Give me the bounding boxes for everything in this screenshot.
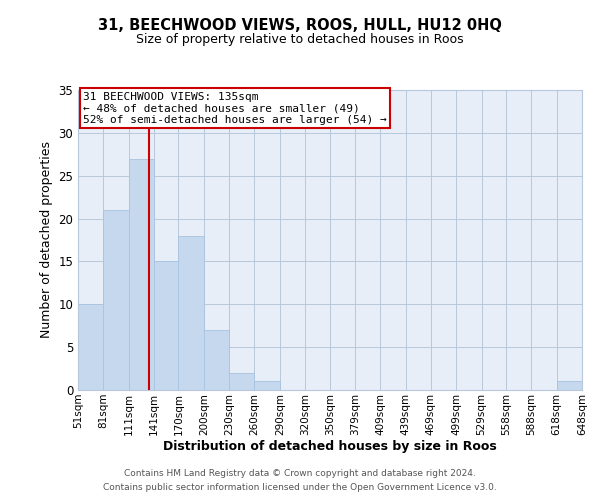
Text: Contains public sector information licensed under the Open Government Licence v3: Contains public sector information licen… <box>103 484 497 492</box>
Bar <box>254 382 280 390</box>
Bar <box>103 210 128 390</box>
Bar <box>229 373 254 390</box>
Bar <box>78 304 103 390</box>
X-axis label: Distribution of detached houses by size in Roos: Distribution of detached houses by size … <box>163 440 497 454</box>
Text: 31 BEECHWOOD VIEWS: 135sqm
← 48% of detached houses are smaller (49)
52% of semi: 31 BEECHWOOD VIEWS: 135sqm ← 48% of deta… <box>83 92 387 124</box>
Bar <box>128 158 154 390</box>
Bar <box>178 236 204 390</box>
Text: Contains HM Land Registry data © Crown copyright and database right 2024.: Contains HM Land Registry data © Crown c… <box>124 468 476 477</box>
Y-axis label: Number of detached properties: Number of detached properties <box>40 142 53 338</box>
Text: Size of property relative to detached houses in Roos: Size of property relative to detached ho… <box>136 32 464 46</box>
Bar <box>557 382 582 390</box>
Bar <box>154 262 178 390</box>
Text: 31, BEECHWOOD VIEWS, ROOS, HULL, HU12 0HQ: 31, BEECHWOOD VIEWS, ROOS, HULL, HU12 0H… <box>98 18 502 32</box>
Bar <box>204 330 229 390</box>
